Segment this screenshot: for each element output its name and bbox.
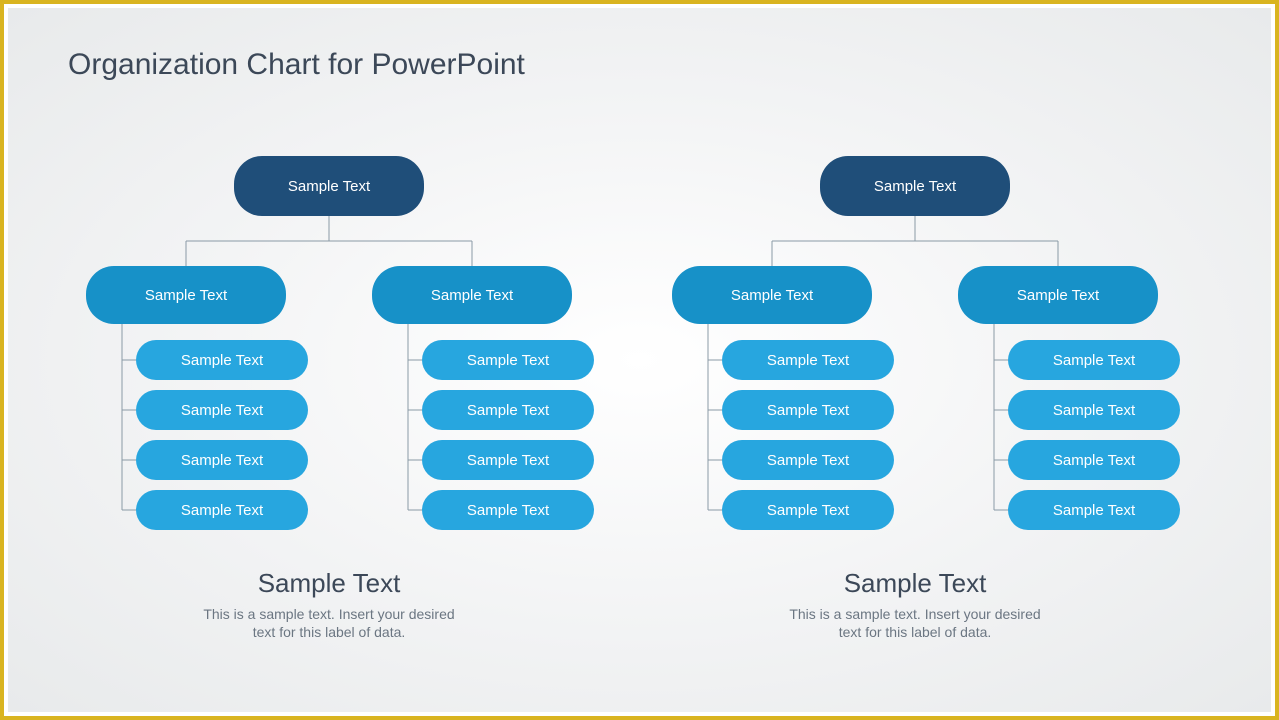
slide-title: Organization Chart for PowerPoint — [68, 48, 525, 82]
org-root: Sample Text — [820, 156, 1010, 216]
org-leaf: Sample Text — [422, 340, 594, 380]
org-leaf: Sample Text — [136, 490, 308, 530]
org-leaf: Sample Text — [722, 390, 894, 430]
org-leaf: Sample Text — [422, 390, 594, 430]
org-parent: Sample Text — [958, 266, 1158, 324]
org-leaf: Sample Text — [422, 490, 594, 530]
org-leaf: Sample Text — [722, 440, 894, 480]
org-leaf: Sample Text — [136, 390, 308, 430]
org-leaf: Sample Text — [722, 490, 894, 530]
org-leaf: Sample Text — [1008, 440, 1180, 480]
org-root: Sample Text — [234, 156, 424, 216]
group-caption-title: Sample Text — [119, 568, 539, 599]
org-leaf: Sample Text — [1008, 390, 1180, 430]
slide-canvas: Organization Chart for PowerPoint Sample… — [8, 8, 1271, 712]
org-leaf: Sample Text — [722, 340, 894, 380]
group-caption-sub: This is a sample text. Insert your desir… — [119, 606, 539, 641]
org-leaf: Sample Text — [1008, 490, 1180, 530]
slide-frame: Organization Chart for PowerPoint Sample… — [0, 0, 1279, 720]
group-caption-sub: This is a sample text. Insert your desir… — [705, 606, 1125, 641]
org-parent: Sample Text — [86, 266, 286, 324]
org-leaf: Sample Text — [136, 340, 308, 380]
org-leaf: Sample Text — [136, 440, 308, 480]
org-parent: Sample Text — [672, 266, 872, 324]
org-leaf: Sample Text — [422, 440, 594, 480]
org-leaf: Sample Text — [1008, 340, 1180, 380]
org-parent: Sample Text — [372, 266, 572, 324]
group-caption-title: Sample Text — [705, 568, 1125, 599]
